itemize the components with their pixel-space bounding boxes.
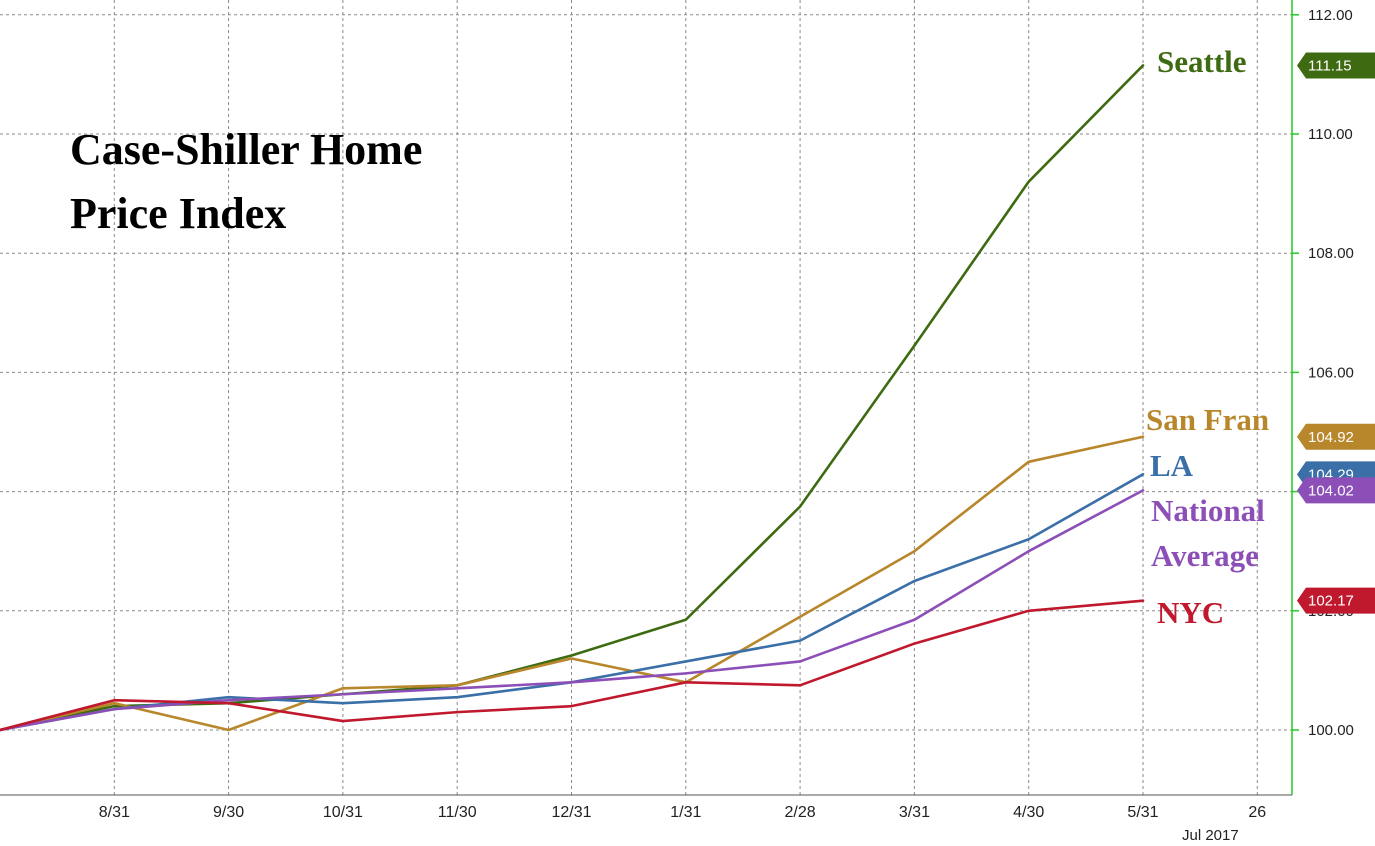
y-tick-label: 110.00 — [1308, 126, 1353, 143]
series-label-san-fran: San Fran — [1146, 402, 1269, 437]
x-tick-label: 2/28 — [785, 804, 816, 821]
chart-title-line-2: Price Index — [70, 189, 286, 238]
x-axis-footer: Jul 2017 — [1182, 827, 1239, 844]
y-tick-label: 112.00 — [1308, 7, 1353, 24]
tag-value: 111.15 — [1308, 57, 1352, 74]
series-label-national-average: Average — [1151, 538, 1259, 573]
last-value-tag-national-average: 104.02 — [1297, 477, 1375, 504]
x-tick-label: 3/31 — [899, 804, 930, 821]
tag-value: 104.92 — [1308, 429, 1354, 446]
last-value-tag-seattle: 111.15 — [1297, 52, 1375, 79]
y-tick-label: 100.00 — [1308, 722, 1354, 739]
y-tick-label: 108.00 — [1308, 245, 1354, 262]
tag-background — [1297, 52, 1375, 79]
x-tick-label: 11/30 — [438, 804, 477, 821]
tag-background — [1297, 423, 1375, 450]
series-lines — [0, 64, 1145, 732]
series-line-national-average — [0, 489, 1145, 732]
x-tick-label: 12/31 — [551, 804, 591, 821]
x-tick-label: 1/31 — [670, 804, 701, 821]
last-value-tag-san-fran: 104.92 — [1297, 423, 1375, 450]
series-line-san-fran — [0, 435, 1145, 732]
series-labels: Seattle San Fran LA National Average NYC — [1146, 44, 1269, 630]
x-axis: 8/31 9/30 10/31 11/30 12/31 1/31 2/28 3/31 4/30 5… — [99, 804, 1267, 821]
x-tick-label: 10/31 — [323, 804, 363, 821]
x-tick-label: 5/31 — [1127, 804, 1158, 821]
y-tick-label: 106.00 — [1308, 364, 1354, 381]
x-tick-label: 26 — [1248, 804, 1266, 821]
grid-lines — [0, 0, 1292, 795]
last-value-tag-nyc: 102.17 — [1297, 587, 1375, 614]
x-tick-label: 8/31 — [99, 804, 130, 821]
y-axis: 100.00102.00104.00106.00108.00110.00112.… — [0, 0, 1354, 796]
x-tick-label: 9/30 — [213, 804, 244, 821]
x-tick-label: 4/30 — [1013, 804, 1044, 821]
series-label-la: LA — [1150, 448, 1194, 483]
tag-value: 104.02 — [1308, 482, 1354, 499]
tag-value: 102.17 — [1308, 593, 1354, 610]
tag-background — [1297, 477, 1375, 504]
tag-background — [1297, 587, 1375, 614]
series-label-nyc: NYC — [1157, 595, 1224, 630]
series-label-national-average: National — [1151, 493, 1265, 528]
series-label-seattle: Seattle — [1157, 44, 1247, 79]
chart-title-line-1: Case-Shiller Home — [70, 125, 422, 174]
series-line-nyc — [0, 599, 1145, 732]
